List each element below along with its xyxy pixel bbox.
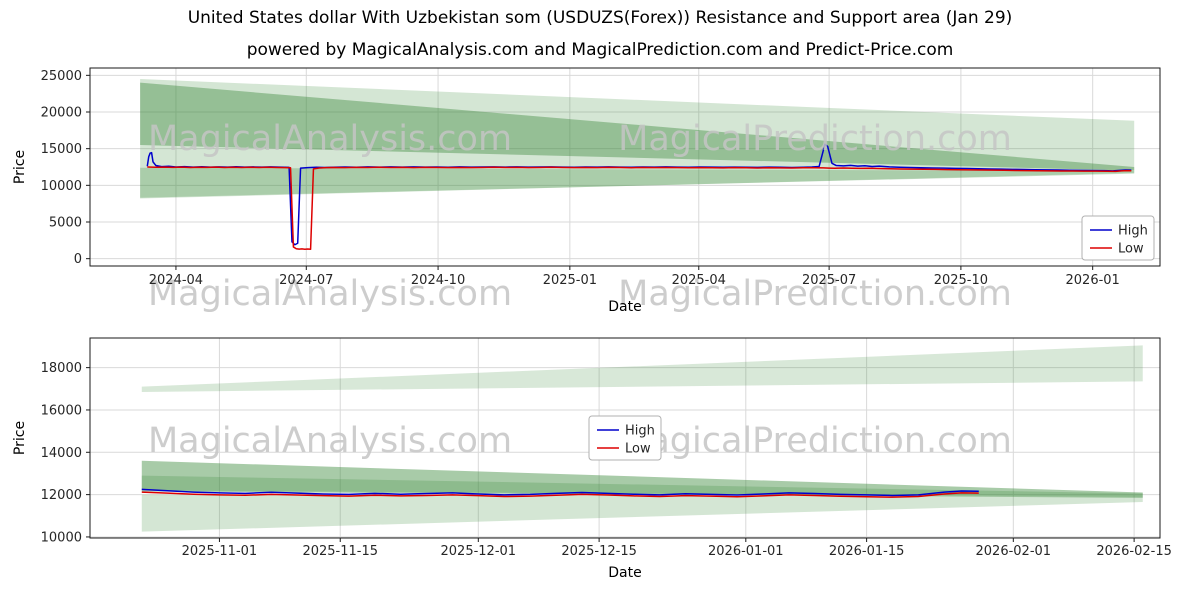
legend-high-label: High xyxy=(625,424,655,439)
x-axis-label: Date xyxy=(608,299,641,315)
y-tick-label: 0 xyxy=(74,252,82,267)
y-axis-label: Price xyxy=(12,421,28,455)
support-resistance-band xyxy=(140,82,1135,171)
y-tick-label: 16000 xyxy=(41,403,82,418)
y-axis-label: Price xyxy=(12,150,28,184)
watermark-text: MagicalPrediction.com xyxy=(618,119,1012,159)
main-chart: MagicalAnalysis.com MagicalPrediction.com… xyxy=(12,67,1161,315)
legend-high-label: High xyxy=(1118,224,1148,239)
legend-low-label: Low xyxy=(1118,242,1144,257)
x-tick-label: 2025-10 xyxy=(934,273,988,288)
legend-box xyxy=(1081,215,1155,261)
legend-low-label: Low xyxy=(625,442,651,457)
legend: High Low xyxy=(588,415,662,461)
x-tick-label: 2026-01 xyxy=(1066,273,1120,288)
x-tick-label: 2026-02-15 xyxy=(1096,544,1172,559)
y-tick-label: 14000 xyxy=(41,446,82,461)
watermark-text: MagicalPrediction.com xyxy=(618,274,1012,314)
low-line xyxy=(141,491,979,498)
x-tick-label: 2026-02-01 xyxy=(976,544,1052,559)
x-tick-label: 2026-01-15 xyxy=(829,544,905,559)
y-tick-label: 12000 xyxy=(41,488,82,503)
x-tick-label: 2025-11-01 xyxy=(182,544,258,559)
high-line xyxy=(141,488,979,497)
x-tick-label: 2025-04 xyxy=(672,273,726,288)
axes-box xyxy=(89,337,1161,539)
x-tick-label: 2025-12-01 xyxy=(441,544,517,559)
y-tick-label: 15000 xyxy=(41,142,82,157)
watermark-text: MagicalAnalysis.com xyxy=(148,421,512,461)
watermark-text: MagicalAnalysis.com xyxy=(148,119,512,159)
x-axis-label: Date xyxy=(608,565,641,581)
zoom-chart: MagicalAnalysis.com MagicalPrediction.com… xyxy=(12,337,1172,581)
y-tick-label: 18000 xyxy=(41,361,82,376)
x-tick-label: 2025-12-15 xyxy=(561,544,637,559)
x-tick-label: 2025-07 xyxy=(802,273,856,288)
y-tick-label: 25000 xyxy=(41,69,82,84)
axes-box xyxy=(89,67,1161,267)
low-line xyxy=(147,166,1132,251)
watermark-text: MagicalPrediction.com xyxy=(618,421,1012,461)
support-resistance-band xyxy=(141,475,1143,497)
watermark-text: MagicalAnalysis.com xyxy=(148,274,512,314)
chart-title: United States dollar With Uzbekistan som… xyxy=(187,8,1013,28)
x-tick-label: 2025-01 xyxy=(543,273,597,288)
support-resistance-band xyxy=(141,345,1143,392)
x-tick-label: 2024-10 xyxy=(411,273,465,288)
x-tick-label: 2026-01-01 xyxy=(708,544,784,559)
y-tick-label: 20000 xyxy=(41,106,82,121)
support-resistance-band xyxy=(141,460,1143,498)
chart-subtitle: powered by MagicalAnalysis.com and Magic… xyxy=(246,40,954,60)
x-tick-label: 2024-04 xyxy=(149,273,203,288)
x-tick-label: 2025-11-15 xyxy=(302,544,378,559)
legend-box xyxy=(588,415,662,461)
x-tick-label: 2024-07 xyxy=(279,273,333,288)
legend: High Low xyxy=(1081,215,1155,261)
y-tick-label: 5000 xyxy=(49,216,82,231)
y-tick-label: 10000 xyxy=(41,530,82,545)
support-resistance-band xyxy=(140,167,1135,198)
y-tick-label: 10000 xyxy=(41,179,82,194)
support-resistance-band xyxy=(141,494,1143,532)
